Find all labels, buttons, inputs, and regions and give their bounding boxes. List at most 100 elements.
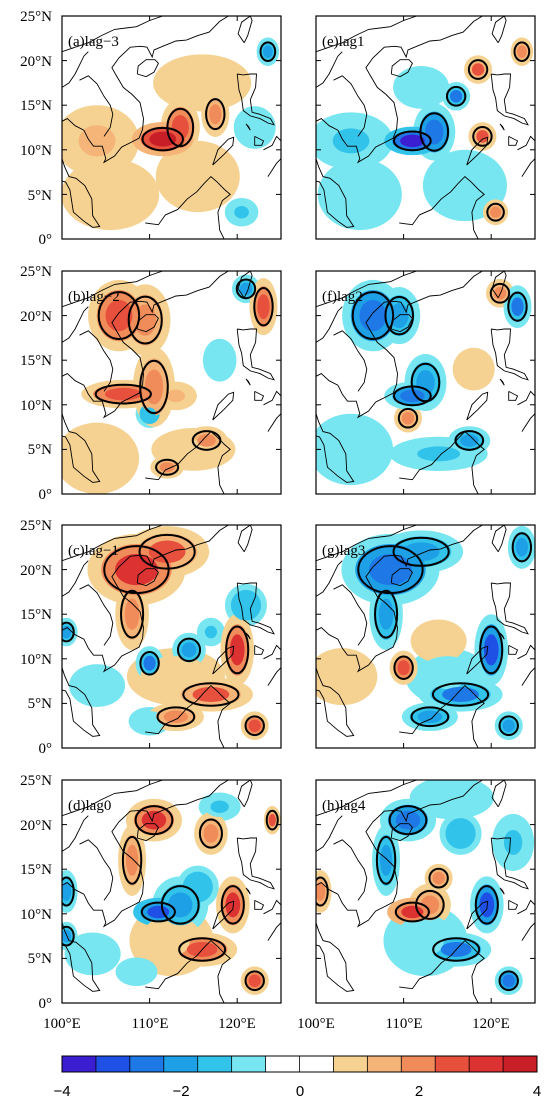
anomaly-core — [245, 118, 264, 137]
anomaly-core — [502, 719, 515, 732]
coastline — [399, 175, 485, 239]
coastline — [491, 16, 507, 44]
coastline — [145, 939, 231, 1003]
lat-tick-label: 15°N — [20, 98, 52, 114]
anomaly-core — [395, 810, 421, 830]
coastline — [508, 899, 519, 910]
anomaly-core — [400, 134, 425, 148]
panel-frame — [315, 270, 536, 495]
anomaly-core — [125, 844, 139, 876]
anomaly-core — [124, 598, 140, 630]
anomaly-core — [483, 634, 499, 666]
colorbar-frame — [61, 1055, 538, 1073]
anomaly-core — [212, 350, 228, 370]
colorbar-tick-label: 4 — [533, 1083, 541, 1100]
panel-label-c: (c)lag−1 — [68, 543, 119, 559]
colorbar-tick-label: 0 — [296, 1083, 304, 1100]
coastline — [62, 16, 163, 53]
anomaly-core — [332, 128, 370, 154]
colorbar-tick-labels: −4 −2 0 2 4 — [53, 1083, 541, 1100]
lon-tick-label: 110°E — [385, 1016, 422, 1032]
coastline — [333, 584, 368, 646]
lon-tick-label: 100°E — [297, 1016, 335, 1032]
panel-label-e: (e)lag1 — [322, 34, 364, 50]
anomaly-core — [378, 598, 394, 630]
coastline — [399, 684, 485, 748]
lat-tick-label: 10°N — [20, 143, 52, 159]
coastline — [254, 899, 265, 910]
lat-tick-label: 20°N — [20, 818, 52, 834]
anomaly-core — [401, 905, 424, 919]
coastline — [236, 582, 275, 635]
coastline — [316, 51, 343, 88]
coastline — [316, 525, 417, 562]
anomaly-core — [197, 434, 216, 447]
coastline — [316, 412, 355, 483]
anomaly-core — [188, 877, 207, 897]
lat-tick-label: 0° — [39, 996, 53, 1012]
anomaly-core — [490, 206, 502, 218]
panel-frame — [315, 779, 536, 1004]
significance-contour — [134, 805, 174, 836]
significance-contour — [374, 589, 399, 639]
anomaly-core — [397, 660, 410, 676]
coastline — [390, 314, 413, 333]
coastline — [521, 922, 535, 941]
significance-contour — [513, 41, 531, 63]
panel-label-a: (a)lag−3 — [68, 34, 119, 50]
panel-frame — [61, 15, 282, 240]
lat-tick-label: 20°N — [20, 563, 52, 579]
coastline — [79, 75, 114, 137]
coastline — [62, 306, 89, 343]
significance-contour — [244, 715, 265, 737]
anomaly-core — [446, 169, 484, 202]
anomaly-core — [78, 442, 116, 474]
significance-contour — [394, 901, 430, 923]
anomaly-core — [417, 710, 443, 724]
lat-tick-label: 25°N — [20, 518, 52, 534]
anomaly-core — [511, 297, 524, 317]
anomaly-core — [268, 813, 276, 827]
coastline — [236, 837, 275, 890]
coastline — [212, 645, 235, 675]
colorbar-segment — [265, 1056, 300, 1072]
coastline — [390, 823, 413, 842]
coastline — [236, 328, 275, 381]
coastline — [267, 413, 281, 432]
coastline — [316, 666, 355, 737]
significance-contour — [94, 383, 152, 405]
lat-tick-label: 20°N — [20, 309, 52, 325]
lon-axis-right: 100°E 110°E 120°E — [297, 1016, 510, 1032]
coastline — [491, 271, 507, 299]
significance-contour — [121, 835, 143, 885]
coastline — [79, 584, 114, 646]
significance-contour — [166, 107, 195, 148]
anomaly-core — [234, 205, 249, 219]
coastline — [499, 632, 505, 640]
lat-tick-label: 5°N — [28, 442, 52, 458]
colorbar-segment — [129, 1056, 165, 1072]
anomaly-core — [332, 433, 370, 466]
map-panel — [61, 524, 282, 749]
coastline — [521, 158, 535, 177]
panel-label-h: (h)lag4 — [322, 798, 366, 814]
lat-tick-label: 5°N — [28, 951, 52, 967]
anomaly-core — [180, 70, 224, 96]
significance-contour — [472, 126, 493, 147]
coastline — [316, 525, 483, 673]
colorbar-segment — [401, 1056, 436, 1072]
lat-axis-row4: 0° 5°N 10°N 15°N 20°N 25°N — [20, 773, 52, 1012]
anomaly-core — [416, 370, 435, 395]
coastline — [399, 939, 485, 1003]
anomaly-core — [179, 160, 217, 193]
lat-tick-label: 0° — [39, 741, 53, 757]
coastline — [267, 922, 281, 941]
colorbar — [61, 1055, 538, 1073]
coastline — [390, 568, 413, 587]
anomaly-core — [62, 882, 72, 901]
anomaly-core — [209, 104, 222, 125]
significance-contour — [415, 889, 445, 920]
significance-contour — [392, 130, 432, 152]
colorbar-segment — [333, 1056, 368, 1072]
coastline — [333, 839, 368, 901]
